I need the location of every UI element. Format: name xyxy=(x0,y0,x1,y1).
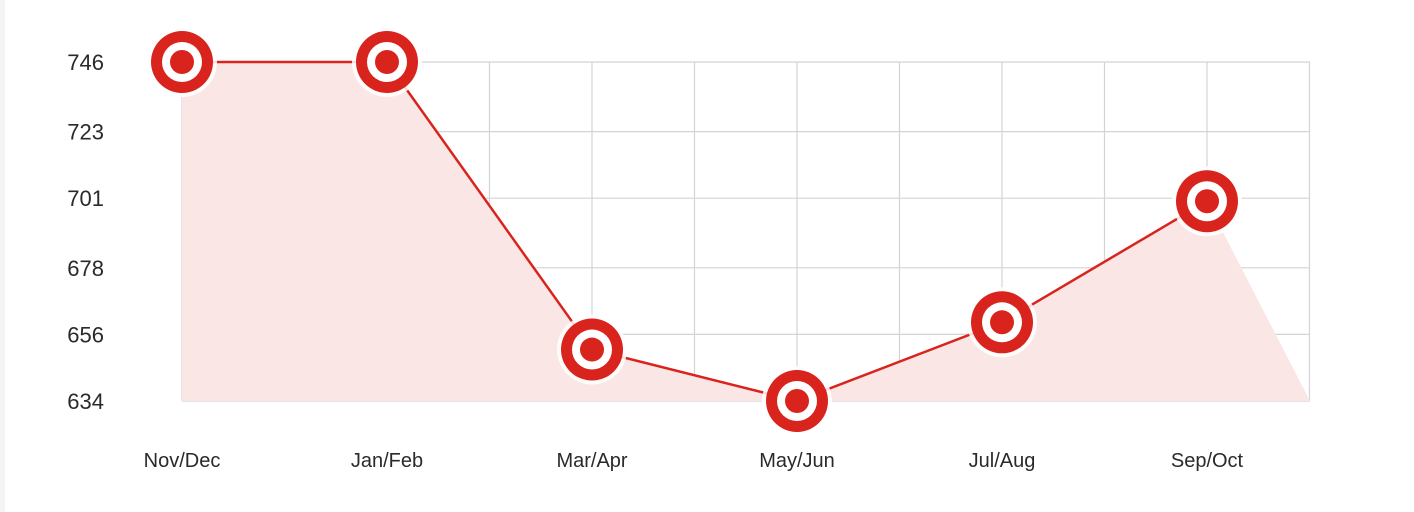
x-category-label: Jul/Aug xyxy=(969,450,1036,472)
marker-core xyxy=(785,389,809,413)
data-point-sep-oct[interactable] xyxy=(1172,166,1242,237)
data-markers xyxy=(147,27,1242,436)
marker-core xyxy=(375,50,399,74)
x-category-label: May/Jun xyxy=(759,450,835,472)
x-category-label: Nov/Dec xyxy=(144,450,221,472)
x-category-label: Mar/Apr xyxy=(556,450,627,472)
data-point-jan-feb[interactable] xyxy=(352,27,422,97)
y-tick-label: 701 xyxy=(67,186,104,211)
y-tick-label: 678 xyxy=(67,256,104,281)
y-tick-label: 656 xyxy=(67,322,104,347)
marker-core xyxy=(990,310,1014,335)
data-point-jul-aug[interactable] xyxy=(967,287,1037,358)
y-tick-label: 746 xyxy=(67,50,104,75)
x-axis-category-labels: Nov/Dec Jan/Feb Mar/Apr May/Jun Jul/Aug Sep/O… xyxy=(144,450,1244,472)
marker-core xyxy=(1195,189,1219,214)
area-fill-layer xyxy=(182,62,1310,401)
x-category-label: Jan/Feb xyxy=(351,450,423,472)
data-point-may-jun[interactable] xyxy=(762,366,832,436)
marker-core xyxy=(170,50,194,74)
area-fill xyxy=(182,62,1310,401)
data-point-mar-apr[interactable] xyxy=(557,314,627,385)
marker-core xyxy=(580,337,604,362)
y-axis-tick-labels: 634 656 678 701 723 746 xyxy=(67,50,104,414)
y-tick-label: 634 xyxy=(67,389,104,414)
y-tick-label: 723 xyxy=(67,120,104,145)
left-edge-strip xyxy=(0,0,5,512)
data-point-nov-dec[interactable] xyxy=(147,27,217,97)
x-category-label: Sep/Oct xyxy=(1171,450,1244,472)
